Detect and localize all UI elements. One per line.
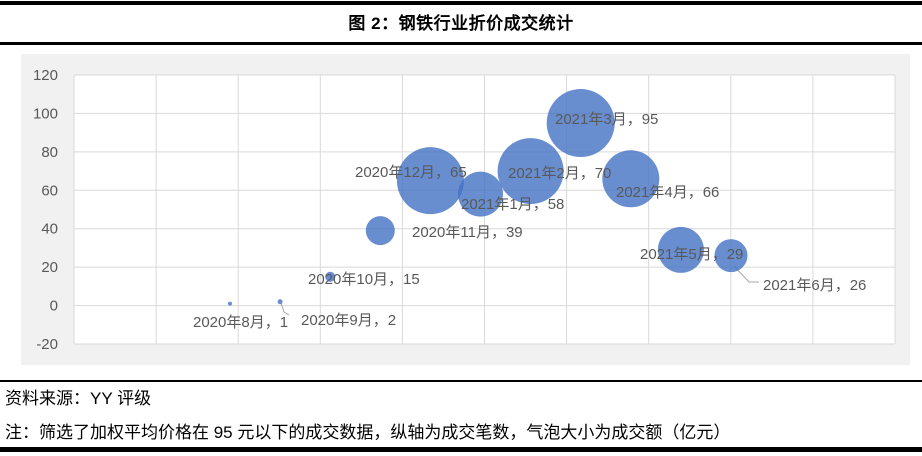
- bubble-2020年12月: [396, 147, 464, 215]
- bubble-2021年2月: [497, 138, 564, 205]
- source-line: 资料来源：YY 评级: [5, 389, 152, 408]
- bubble-2021年3月: [546, 89, 615, 158]
- bubble-2021年6月: [714, 239, 748, 273]
- bubble-2020年9月: [277, 299, 283, 305]
- data-label-2021年5月: 2021年5月，29: [640, 246, 743, 263]
- bubble-2021年5月: [657, 226, 704, 273]
- data-label-2021年3月: 2021年3月，95: [555, 111, 658, 128]
- y-axis-tick--20: -20: [36, 336, 58, 353]
- source-separator-rule: [0, 380, 922, 382]
- data-label-2020年11月: 2020年11月，39: [412, 224, 523, 241]
- y-axis-tick-120: 120: [33, 67, 58, 84]
- bubble-chart: 120 100 80 60 40 20 0 -20 2020年8月，1 2020年9月，2 2020…: [21, 54, 910, 365]
- y-axis-tick-80: 80: [41, 144, 58, 161]
- bubble-2020年8月: [228, 301, 232, 306]
- top-rule: [0, 1, 922, 5]
- data-label-2020年8月: 2020年8月，1: [193, 314, 288, 331]
- y-axis-tick-60: 60: [41, 182, 58, 199]
- bubble-chart-svg: 120 100 80 60 40 20 0 -20 2020年8月，1 2020年9月，2 2020…: [33, 67, 896, 353]
- bubble-2020年10月: [325, 271, 336, 282]
- y-axis-tick-40: 40: [41, 221, 58, 238]
- leader-line-2020年8月: [280, 302, 290, 316]
- y-axis-tick-100: 100: [33, 105, 58, 122]
- leader-line-2021年6月: [733, 265, 759, 283]
- data-label-2021年6月: 2021年6月，26: [763, 277, 866, 294]
- bubble-2020年11月: [365, 216, 395, 246]
- y-axis-tick-0: 0: [50, 298, 58, 315]
- data-label-2021年4月: 2021年4月，66: [616, 184, 719, 201]
- data-label-2020年10月: 2020年10月，15: [308, 271, 420, 288]
- y-axis-tick-20: 20: [41, 259, 58, 276]
- bottom-rule: [0, 447, 922, 452]
- data-label-2020年12月: 2020年12月，65: [355, 164, 467, 181]
- figure-title: 图 2：钢铁行业折价成交统计: [348, 14, 574, 33]
- data-label-2021年2月: 2021年2月，70: [508, 165, 611, 182]
- data-label-2020年9月: 2020年9月，2: [301, 312, 396, 329]
- title-separator-rule: [0, 42, 922, 45]
- bubble-2021年4月: [602, 150, 660, 208]
- bubble-2021年1月: [458, 171, 503, 217]
- data-label-2021年1月: 2021年1月，58: [461, 196, 564, 213]
- note-line: 注：筛选了加权平均价格在 95 元以下的成交数据，纵轴为成交笔数，气泡大小为成交…: [5, 423, 731, 442]
